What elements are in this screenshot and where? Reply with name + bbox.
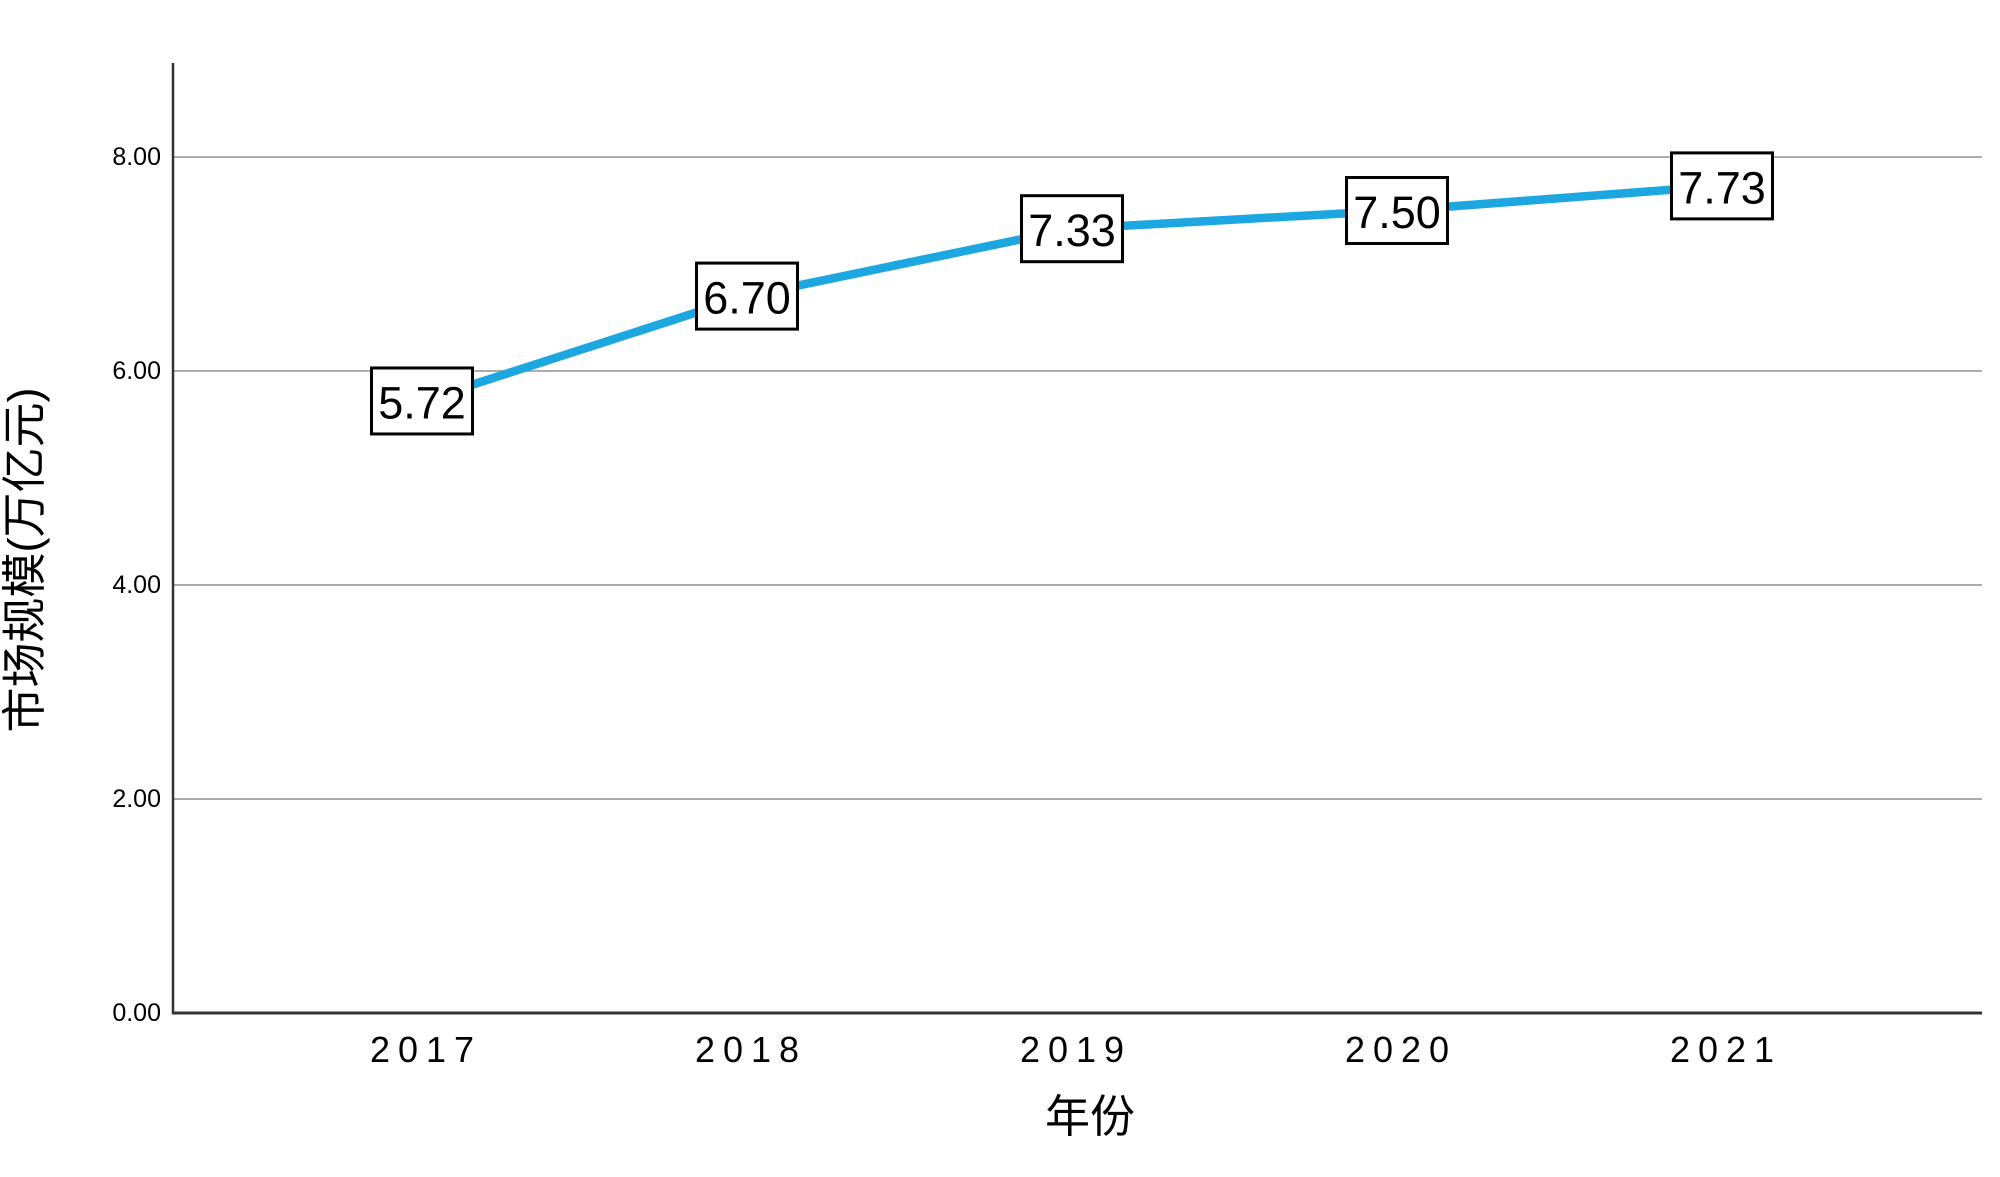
- point-label-box: [1020, 194, 1124, 264]
- x-tick-label: 2021: [1670, 1029, 1782, 1070]
- x-tick-label: 2020: [1345, 1029, 1457, 1070]
- x-tick-label: 2017: [370, 1029, 482, 1070]
- point-label: 5.72: [378, 377, 466, 428]
- axes: [171, 63, 1982, 1015]
- point-labels: 5.72 6.70 7.33 7.50 7.73: [370, 151, 1774, 436]
- point-label: 7.33: [1028, 205, 1116, 256]
- x-axis-title: 年份: [1045, 1091, 1135, 1142]
- y-axis-title: 市场规模(万亿元): [0, 388, 50, 733]
- point-label: 7.50: [1353, 187, 1441, 238]
- y-tick-label: 2.00: [112, 785, 161, 813]
- point-label-box: [370, 366, 474, 436]
- tick-labels: 0.00 2.00 4.00 6.00 8.00 2017 2018 2019 2020 2021: [112, 143, 1782, 1070]
- point-label-box: [695, 261, 799, 331]
- y-tick-label: 8.00: [112, 143, 161, 171]
- x-tick-label: 2019: [1020, 1029, 1132, 1070]
- x-tick-label: 2018: [695, 1029, 807, 1070]
- point-label: 7.73: [1678, 162, 1766, 213]
- y-tick-label: 6.00: [112, 357, 161, 385]
- point-label: 6.70: [703, 273, 791, 324]
- point-label-box: [1345, 176, 1449, 245]
- y-tick-label: 0.00: [112, 999, 161, 1027]
- point-label-box: [1670, 151, 1774, 221]
- y-tick-label: 4.00: [112, 571, 161, 599]
